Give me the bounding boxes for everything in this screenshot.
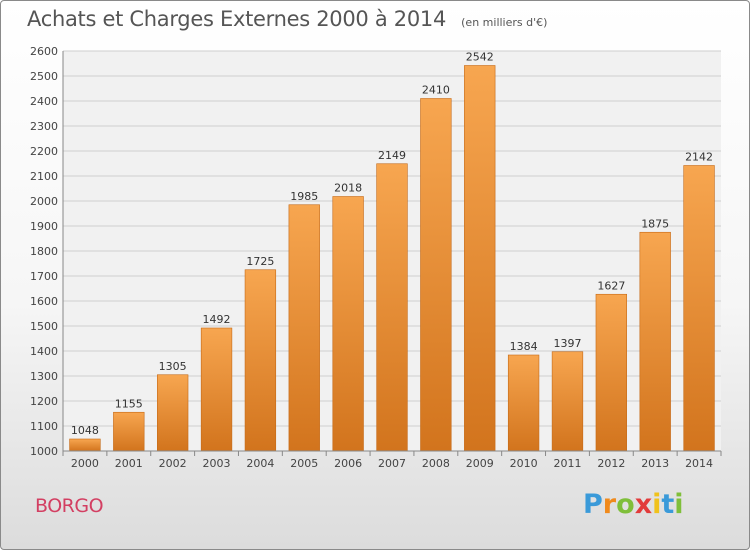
data-label: 2410 <box>422 84 450 97</box>
logo-letter: P <box>583 489 603 520</box>
data-label: 1305 <box>159 360 187 373</box>
data-label: 1048 <box>71 424 99 437</box>
y-tick-label: 2000 <box>30 195 58 208</box>
axes: 1000 1100 1200 1300 1400 1500 1600 1700 1800 1900… <box>30 45 722 470</box>
x-tick-label: 2001 <box>115 457 143 470</box>
x-tick-label: 2006 <box>334 457 362 470</box>
data-label: 2149 <box>378 149 406 162</box>
data-labels: 1048 1155 1305 1492 1725 1985 2018 2149 2410 2542… <box>71 51 713 438</box>
data-label: 1492 <box>203 313 231 326</box>
x-tick-label: 2008 <box>422 457 450 470</box>
bar-2008 <box>420 98 452 452</box>
chart-title: Achats et Charges Externes 2000 à 2014 <box>27 7 447 31</box>
bar-2012 <box>595 293 627 452</box>
x-tick-label: 2013 <box>641 457 669 470</box>
y-tick-label: 1200 <box>30 395 58 408</box>
y-tick-label: 2200 <box>30 145 58 158</box>
data-label: 1875 <box>641 217 669 230</box>
bar-2009 <box>464 65 496 452</box>
x-tick-label: 2007 <box>378 457 406 470</box>
y-tick-label: 2300 <box>30 120 58 133</box>
data-label: 1397 <box>553 337 581 350</box>
x-tick-label: 2010 <box>510 457 538 470</box>
chart-subtitle: (en milliers d'€) <box>461 16 548 29</box>
bar-2010 <box>507 354 540 452</box>
y-tick-label: 1400 <box>30 345 58 358</box>
y-tick-label: 2100 <box>30 170 58 183</box>
y-tick-label: 2600 <box>30 45 58 58</box>
bar-2013 <box>639 231 671 452</box>
logo-letter: r <box>602 489 617 520</box>
x-tick-label: 2000 <box>71 457 99 470</box>
x-tick-label: 2011 <box>553 457 581 470</box>
y-tick-label: 1300 <box>30 370 58 383</box>
logo-letter: x <box>634 489 653 520</box>
y-tick-label: 1700 <box>30 270 58 283</box>
data-label: 2018 <box>334 182 362 195</box>
title-row: Achats et Charges Externes 2000 à 2014 (… <box>27 7 547 31</box>
data-label: 1985 <box>290 190 318 203</box>
bar-2014 <box>683 165 715 452</box>
y-tick-label: 2500 <box>30 70 58 83</box>
bar-2006 <box>332 196 364 452</box>
y-tick-label: 1600 <box>30 295 58 308</box>
bar-2005 <box>288 204 320 452</box>
data-label: 2542 <box>466 51 494 64</box>
bar-2000 <box>69 438 101 452</box>
data-label: 1384 <box>510 340 538 353</box>
y-tick-label: 1800 <box>30 245 58 258</box>
logo-letter: i <box>674 489 684 520</box>
bar-2011 <box>551 351 584 452</box>
logo-letter: o <box>616 489 635 520</box>
logo-letter: i <box>652 489 662 520</box>
x-tick-label: 2009 <box>466 457 494 470</box>
location-label: BORGO <box>35 495 104 517</box>
data-label: 1725 <box>246 255 274 268</box>
logo-letter: t <box>661 489 675 520</box>
x-tick-label: 2004 <box>246 457 274 470</box>
bars <box>69 65 715 452</box>
bar-2001 <box>113 411 145 452</box>
x-tick-label: 2003 <box>203 457 231 470</box>
bar-2007 <box>376 163 408 452</box>
x-tick-label: 2002 <box>159 457 187 470</box>
bar-2004 <box>244 269 277 452</box>
data-label: 1155 <box>115 397 143 410</box>
proxiti-logo: Proxiti <box>583 489 684 520</box>
x-tick-label: 2005 <box>290 457 318 470</box>
bar-2002 <box>157 374 189 452</box>
y-tick-label: 1000 <box>30 445 58 458</box>
y-tick-label: 1900 <box>30 220 58 233</box>
x-tick-label: 2012 <box>597 457 625 470</box>
y-tick-label: 1100 <box>30 420 58 433</box>
y-tick-label: 1500 <box>30 320 58 333</box>
x-tick-label: 2014 <box>685 457 713 470</box>
y-tick-label: 2400 <box>30 95 58 108</box>
bar-2003 <box>200 327 233 452</box>
data-label: 2142 <box>685 151 713 164</box>
data-label: 1627 <box>597 279 625 292</box>
